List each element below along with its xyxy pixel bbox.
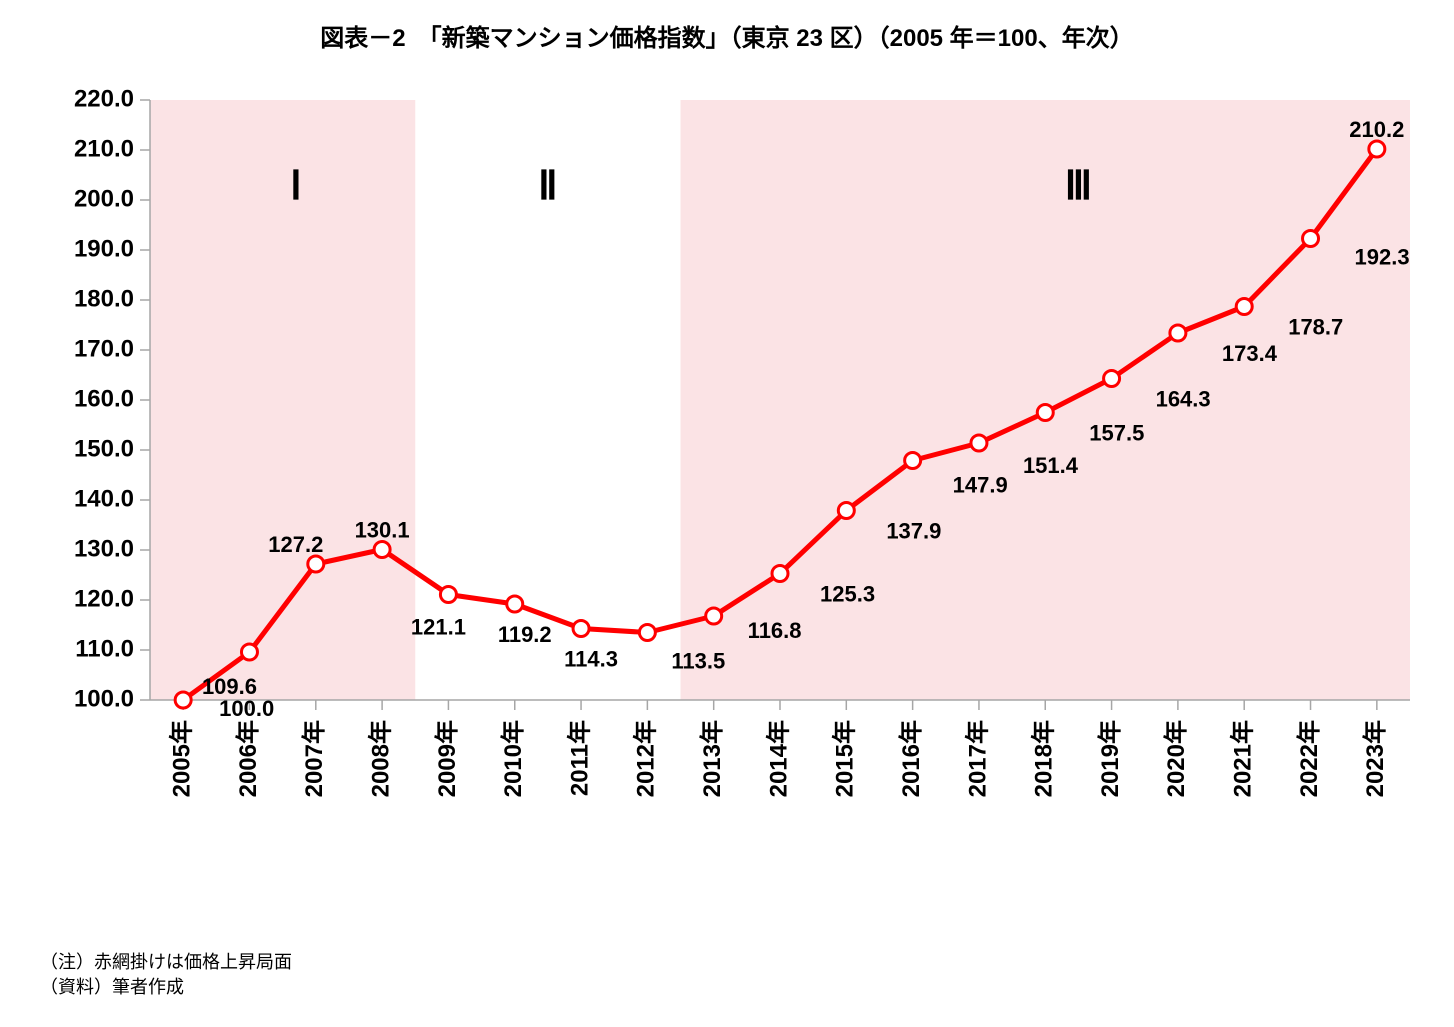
y-tick-label: 210.0 xyxy=(74,135,134,162)
series-marker xyxy=(573,621,589,637)
series-data-label: 157.5 xyxy=(1089,420,1144,445)
y-tick-label: 170.0 xyxy=(74,335,134,362)
series-marker xyxy=(838,503,854,519)
series-data-label: 113.5 xyxy=(671,648,725,673)
x-tick-label: 2007年 xyxy=(300,720,328,797)
series-marker xyxy=(1369,141,1385,157)
x-tick-label: 2020年 xyxy=(1162,720,1190,797)
x-tick-label: 2012年 xyxy=(632,720,660,797)
x-tick-label: 2021年 xyxy=(1229,720,1257,797)
series-marker xyxy=(772,566,788,582)
series-data-label: 210.2 xyxy=(1349,117,1404,142)
series-marker xyxy=(706,608,722,624)
series-marker xyxy=(507,596,523,612)
y-tick-label: 150.0 xyxy=(74,435,134,462)
x-tick-label: 2009年 xyxy=(433,720,461,797)
y-tick-label: 180.0 xyxy=(74,285,134,312)
y-tick-label: 220.0 xyxy=(74,85,134,112)
page: 図表－2 「新築マンション価格指数」（東京 23 区）（2005 年＝100、年… xyxy=(0,0,1454,1027)
series-data-label: 116.8 xyxy=(748,618,802,643)
series-marker xyxy=(639,625,655,641)
series-marker xyxy=(1170,325,1186,341)
series-marker xyxy=(175,692,191,708)
series-data-label: 109.6 xyxy=(202,674,257,699)
x-tick-label: 2022年 xyxy=(1295,720,1323,797)
y-tick-label: 190.0 xyxy=(74,235,134,262)
series-data-label: 119.2 xyxy=(498,622,552,647)
x-tick-label: 2013年 xyxy=(698,720,726,797)
y-tick-label: 160.0 xyxy=(74,385,134,412)
footnote-note: （注）赤網掛けは価格上昇局面 xyxy=(40,950,292,974)
x-tick-label: 2018年 xyxy=(1030,720,1058,797)
series-marker xyxy=(1104,371,1120,387)
series-marker xyxy=(1037,405,1053,421)
series-data-label: 114.3 xyxy=(564,646,618,671)
footnote-source: （資料）筆者作成 xyxy=(40,975,292,999)
y-tick-label: 140.0 xyxy=(74,485,134,512)
series-data-label: 130.1 xyxy=(355,517,410,542)
footnotes: （注）赤網掛けは価格上昇局面 （資料）筆者作成 xyxy=(40,950,292,999)
x-tick-label: 2023年 xyxy=(1361,720,1389,797)
series-data-label: 121.1 xyxy=(411,614,466,639)
series-marker xyxy=(905,453,921,469)
series-data-label: 178.7 xyxy=(1288,314,1343,339)
series-data-label: 164.3 xyxy=(1156,386,1211,411)
phase-label-2: Ⅱ xyxy=(538,163,558,208)
series-marker xyxy=(1303,231,1319,247)
y-tick-label: 100.0 xyxy=(74,685,134,712)
series-marker xyxy=(374,542,390,558)
phase-label-1: Ⅰ xyxy=(290,163,302,208)
x-tick-label: 2015年 xyxy=(831,720,859,797)
series-data-label: 192.3 xyxy=(1355,244,1410,269)
y-tick-label: 200.0 xyxy=(74,185,134,212)
y-tick-label: 130.0 xyxy=(74,535,134,562)
series-data-label: 137.9 xyxy=(886,518,941,543)
series-marker xyxy=(971,435,987,451)
series-marker xyxy=(1236,299,1252,315)
x-tick-label: 2011年 xyxy=(565,720,593,796)
shaded-phase-2 xyxy=(681,100,1410,700)
series-marker xyxy=(241,644,257,660)
x-tick-label: 2014年 xyxy=(764,720,792,797)
series-data-label: 147.9 xyxy=(953,472,1008,497)
chart-container: 100.0 110.0 120.0 130.0 140.0 150.0 160.0 170.0… xyxy=(40,70,1420,910)
x-tick-label: 2016年 xyxy=(897,720,925,797)
x-tick-label: 2010年 xyxy=(499,720,527,797)
y-tick-label: 110.0 xyxy=(75,635,134,662)
x-tick-label: 2008年 xyxy=(366,720,394,797)
x-tick-label: 2017年 xyxy=(963,720,991,797)
series-data-label: 127.2 xyxy=(268,532,323,557)
series-data-label: 125.3 xyxy=(820,581,875,606)
series-data-label: 173.4 xyxy=(1222,341,1278,366)
phase-label-3: Ⅲ xyxy=(1065,163,1093,208)
price-index-line-chart: 100.0 110.0 120.0 130.0 140.0 150.0 160.0 170.0… xyxy=(40,70,1420,910)
y-tick-label: 120.0 xyxy=(74,585,134,612)
x-tick-label: 2006年 xyxy=(234,720,262,797)
series-data-label: 100.0 xyxy=(219,696,274,721)
series-data-label: 151.4 xyxy=(1023,453,1079,478)
series-marker xyxy=(440,587,456,603)
series-marker xyxy=(308,556,324,572)
chart-title: 図表－2 「新築マンション価格指数」（東京 23 区）（2005 年＝100、年… xyxy=(0,18,1454,53)
x-tick-label: 2005年 xyxy=(168,720,196,797)
x-tick-label: 2019年 xyxy=(1096,720,1124,797)
